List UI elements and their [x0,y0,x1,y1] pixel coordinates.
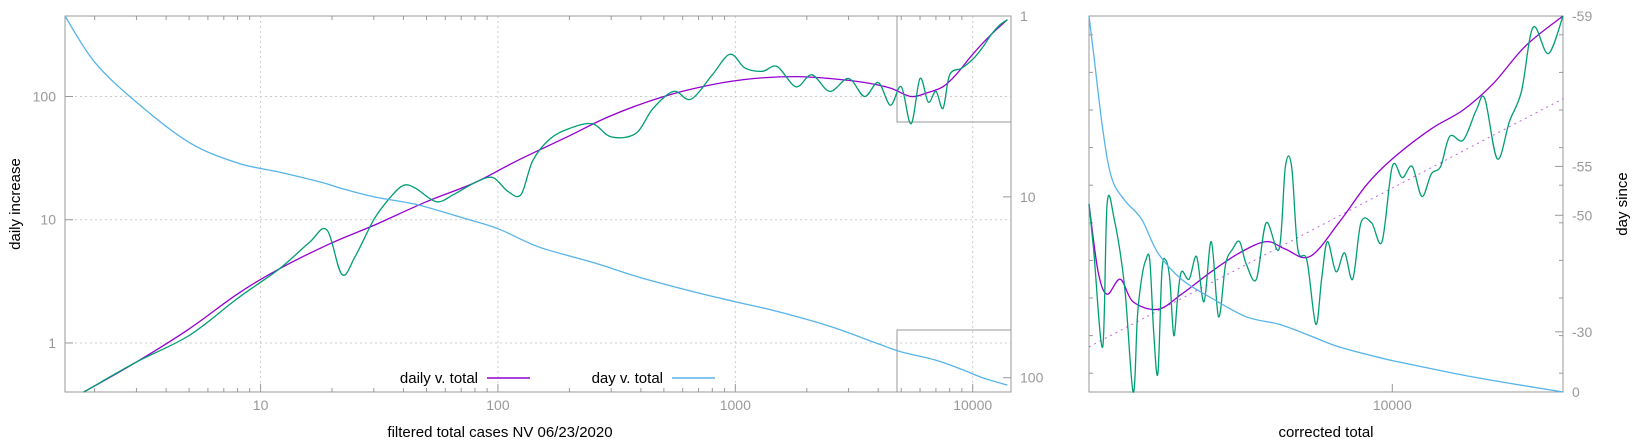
right-y2-tick-label: -59 [1572,8,1592,24]
right-y2-tick-label: -50 [1572,207,1592,223]
left-y2-tick-label: 10 [1020,189,1036,205]
right-series-line-1 [1088,15,1564,393]
right-series-line-0 [1088,15,1564,311]
right-series-line-2 [1088,15,1564,393]
right-axis-ticks: 10000 -59 -55 -50 -30 0 [1089,8,1592,413]
right-x-tick-label: 10000 [1373,397,1412,413]
left-grid [65,16,1011,392]
legend: daily v. total day v. total [400,370,715,387]
zoom-box-bottom [896,329,1012,393]
left-x-tick-label: 10000 [953,397,992,413]
legend-label-daily: daily v. total [400,370,478,387]
zoom-box-top [896,15,1012,123]
left-x-axis-label: filtered total cases NV 06/23/2020 [387,424,612,440]
right-series-group [1088,15,1564,393]
right-y2-tick-label: -55 [1572,158,1592,174]
left-series-line-0 [83,19,1008,393]
left-y-tick-label: 100 [33,88,57,104]
left-x-tick-label: 1000 [720,397,751,413]
left-series-line-2 [64,15,1008,386]
left-y-axis-label: daily increase [7,158,24,250]
left-series-group [64,15,1008,393]
legend-label-day: day v. total [592,370,663,387]
left-plot-frame [64,15,1012,393]
left-x-tick-label: 100 [486,397,510,413]
right-y2-axis-label: day since [1614,172,1631,235]
left-axis-ticks: 10 100 1000 10000 1 10 100 1 10 100 [33,8,1044,413]
left-series-line-1 [83,19,1008,393]
left-y-tick-label: 10 [40,212,56,228]
left-y-tick-label: 1 [48,335,56,351]
left-y2-tick-label: 1 [1020,8,1028,24]
right-x-axis-label: corrected total [1278,424,1373,440]
right-y2-tick-label: 0 [1572,384,1580,400]
right-y2-tick-label: -30 [1572,324,1592,340]
left-x-tick-label: 10 [253,397,269,413]
left-y2-tick-label: 100 [1020,370,1044,386]
